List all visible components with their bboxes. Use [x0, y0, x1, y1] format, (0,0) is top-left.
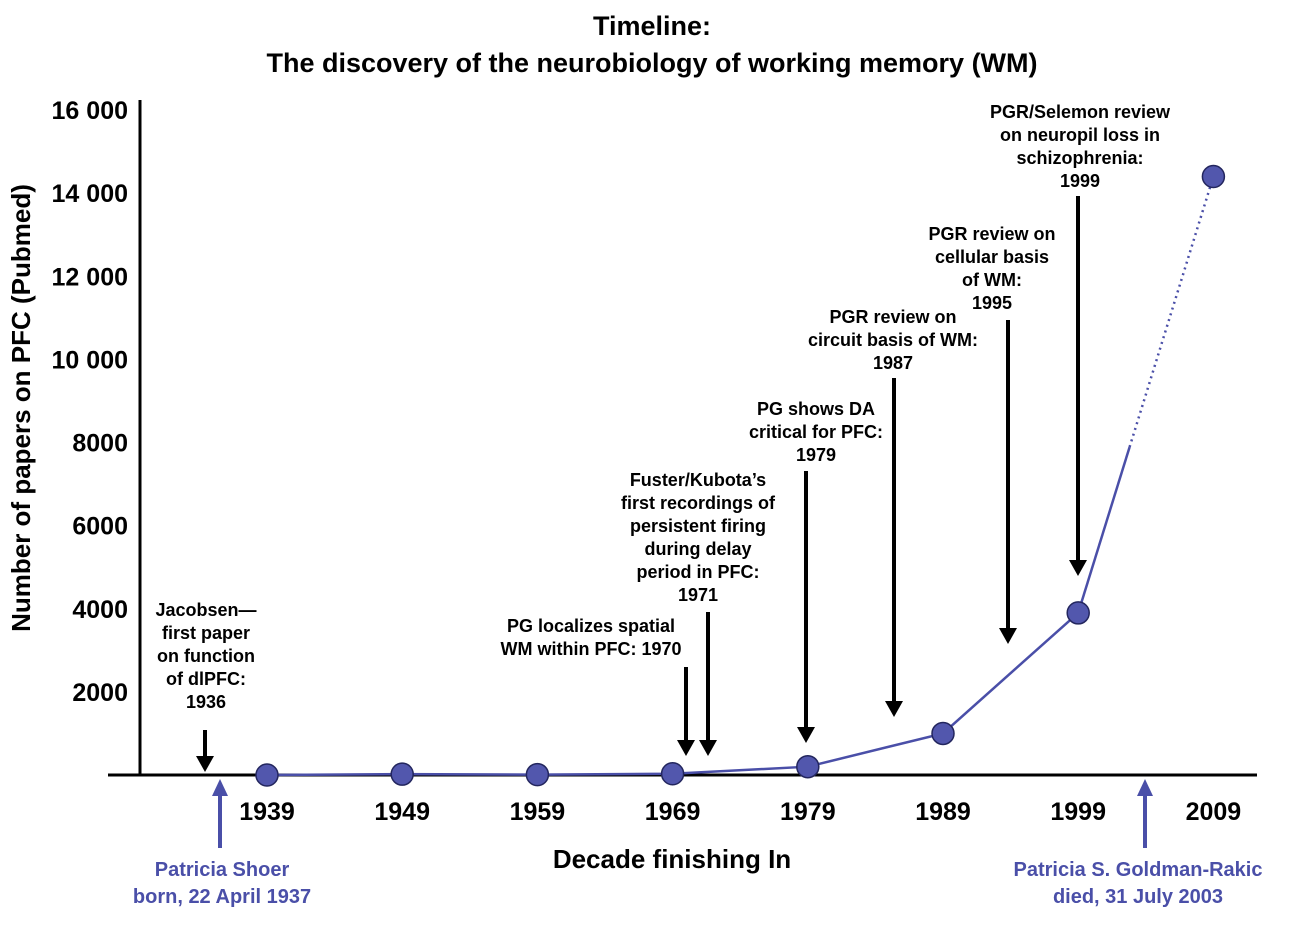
- series-line-solid-tail: [1077, 446, 1131, 614]
- y-tick-label: 2000: [72, 679, 128, 707]
- data-point: [796, 754, 820, 779]
- person-arrow-head: [212, 779, 228, 796]
- person-event-text: Patricia Shoer born, 22 April 1937: [133, 859, 311, 908]
- annotation-arrow-head: [1069, 560, 1087, 576]
- annotation-text: Jacobsen— first paper on function of dlPFC:…: [155, 600, 256, 712]
- x-tick-label: 1949: [374, 798, 430, 826]
- annotation-text: PGR review on cellular basis of WM: 1995: [928, 224, 1055, 313]
- series-line-projection: [1128, 176, 1215, 448]
- x-axis-label: Decade finishing In: [553, 844, 791, 874]
- annotation-line: PGR review on: [829, 307, 956, 327]
- person-event-line: Patricia S. Goldman-Rakic: [1014, 859, 1263, 881]
- person-event-line: Patricia Shoer: [155, 859, 290, 881]
- annotation-line: of dlPFC:: [166, 669, 246, 689]
- annotation-line: on neuropil loss in: [1000, 125, 1160, 145]
- y-tick-labels: 2000 4000 6000 8000 10 000 12 000 14 000 16 000: [52, 97, 128, 707]
- annotation-line: PGR review on: [928, 224, 1055, 244]
- annotation-text: Fuster/Kubota’s first recordings of persis…: [621, 470, 776, 605]
- annotation-line: 1979: [796, 445, 836, 465]
- data-point: [1066, 601, 1090, 625]
- y-tick-label: 12 000: [52, 263, 128, 291]
- data-point: [525, 762, 550, 787]
- y-tick-label: 14 000: [52, 180, 128, 208]
- x-tick-label: 2009: [1186, 798, 1242, 826]
- series-papers: [255, 164, 1226, 787]
- annotation-line: first paper: [162, 623, 250, 643]
- annotation-line: cellular basis: [935, 247, 1049, 267]
- annotation-line: circuit basis of WM:: [808, 330, 978, 350]
- chart-title-line-1: Timeline:: [593, 11, 711, 41]
- y-tick-label: 10 000: [52, 346, 128, 374]
- data-point: [255, 763, 279, 787]
- annotation-line: schizophrenia:: [1016, 148, 1143, 168]
- annotation-line: of WM:: [962, 270, 1022, 290]
- data-point: [931, 721, 955, 746]
- annotation-arrow-head: [677, 740, 695, 756]
- annotation-line: PG localizes spatial: [507, 616, 675, 636]
- x-tick-label: 1969: [645, 798, 701, 826]
- person-event-line: born, 22 April 1937: [133, 886, 311, 908]
- x-tick-label: 1979: [780, 798, 836, 826]
- person-arrow-head: [1137, 779, 1153, 796]
- y-tick-label: 4000: [72, 596, 128, 624]
- y-tick-label: 16 000: [52, 97, 128, 125]
- annotation-text: PGR review on circuit basis of WM: 1987: [808, 307, 978, 373]
- annotation-text: PGR/Selemon review on neuropil loss in sch…: [990, 102, 1171, 191]
- annotation-line: 1999: [1060, 171, 1100, 191]
- annotation-line: persistent firing: [630, 516, 766, 536]
- annotation-line: period in PFC:: [637, 562, 760, 582]
- chart-title-line-2: The discovery of the neurobiology of wor…: [266, 48, 1037, 78]
- annotation-line: during delay: [644, 539, 751, 559]
- annotation-line: 1995: [972, 293, 1012, 313]
- series-line: [266, 611, 1080, 777]
- data-point: [660, 762, 685, 786]
- annotation-text: PG localizes spatial WM within PFC: 1970: [500, 616, 681, 659]
- annotation-line: on function: [157, 646, 255, 666]
- annotation-text: PG shows DA critical for PFC: 1979: [749, 399, 883, 465]
- annotations: Jacobsen— first paper on function of dlPFC:…: [155, 102, 1171, 772]
- annotation-arrow-head: [196, 756, 214, 772]
- annotation-line: 1936: [186, 692, 226, 712]
- annotation-line: Fuster/Kubota’s: [630, 470, 766, 490]
- data-point: [390, 762, 414, 786]
- person-event-text: Patricia S. Goldman-Rakic died, 31 July 2…: [1014, 859, 1263, 908]
- y-axis-label: Number of papers on PFC (Pubmed): [6, 184, 36, 632]
- annotation-line: Jacobsen—: [155, 600, 256, 620]
- x-tick-label: 1939: [239, 798, 295, 826]
- annotation-line: 1987: [873, 353, 913, 373]
- annotation-line: PG shows DA: [757, 399, 875, 419]
- annotation-line: first recordings of: [621, 493, 776, 513]
- annotation-arrow-head: [699, 740, 717, 756]
- x-tick-label: 1999: [1050, 798, 1106, 826]
- y-tick-label: 6000: [72, 513, 128, 541]
- x-tick-labels: 1939 1949 1959 1969 1979 1989 1999 2009: [239, 798, 1241, 826]
- annotation-line: PGR/Selemon review: [990, 102, 1171, 122]
- annotation-line: critical for PFC:: [749, 422, 883, 442]
- data-point: [1201, 164, 1226, 189]
- x-tick-label: 1959: [510, 798, 566, 826]
- annotation-line: WM within PFC: 1970: [500, 639, 681, 659]
- annotation-line: 1971: [678, 585, 718, 605]
- annotation-arrow-head: [797, 727, 815, 743]
- person-event-line: died, 31 July 2003: [1053, 886, 1223, 908]
- x-tick-label: 1989: [915, 798, 971, 826]
- y-tick-label: 8000: [72, 430, 128, 458]
- annotation-arrow-head: [999, 628, 1017, 644]
- person-events: Patricia Shoer born, 22 April 1937Patrici…: [133, 779, 1263, 908]
- annotation-arrow-head: [885, 701, 903, 717]
